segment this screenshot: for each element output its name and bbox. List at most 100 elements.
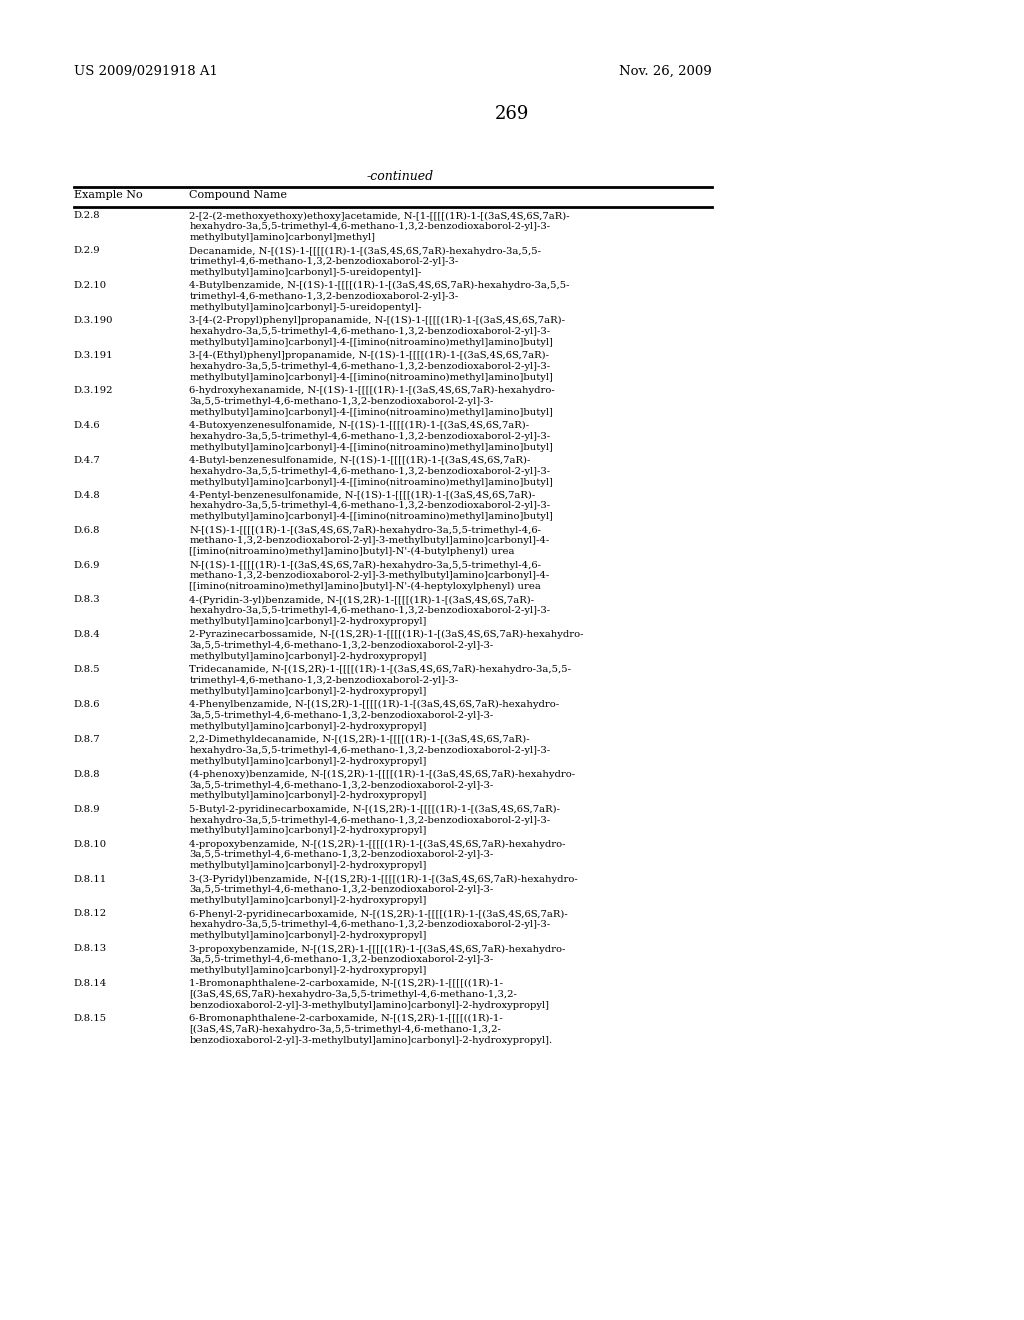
Text: 3a,5,5-trimethyl-4,6-methano-1,3,2-benzodioxaborol-2-yl]-3-: 3a,5,5-trimethyl-4,6-methano-1,3,2-benzo…: [189, 397, 494, 405]
Text: D.3.192: D.3.192: [74, 385, 114, 395]
Text: hexahydro-3a,5,5-trimethyl-4,6-methano-1,3,2-benzodioxaborol-2-yl]-3-: hexahydro-3a,5,5-trimethyl-4,6-methano-1…: [189, 327, 551, 337]
Text: methylbutyl]amino]carbonyl]-2-hydroxypropyl]: methylbutyl]amino]carbonyl]-2-hydroxypro…: [189, 896, 427, 906]
Text: 3-[4-(Ethyl)phenyl]propanamide, N-[(1S)-1-[[[[(1R)-1-[(3aS,4S,6S,7aR)-: 3-[4-(Ethyl)phenyl]propanamide, N-[(1S)-…: [189, 351, 550, 360]
Text: trimethyl-4,6-methano-1,3,2-benzodioxaborol-2-yl]-3-: trimethyl-4,6-methano-1,3,2-benzodioxabo…: [189, 676, 459, 685]
Text: 2,2-Dimethyldecanamide, N-[(1S,2R)-1-[[[[(1R)-1-[(3aS,4S,6S,7aR)-: 2,2-Dimethyldecanamide, N-[(1S,2R)-1-[[[…: [189, 735, 530, 744]
Text: hexahydro-3a,5,5-trimethyl-4,6-methano-1,3,2-benzodioxaborol-2-yl]-3-: hexahydro-3a,5,5-trimethyl-4,6-methano-1…: [189, 222, 551, 231]
Text: D.8.7: D.8.7: [74, 735, 100, 744]
Text: D.6.8: D.6.8: [74, 525, 100, 535]
Text: hexahydro-3a,5,5-trimethyl-4,6-methano-1,3,2-benzodioxaborol-2-yl]-3-: hexahydro-3a,5,5-trimethyl-4,6-methano-1…: [189, 606, 551, 615]
Text: D.8.12: D.8.12: [74, 909, 106, 919]
Text: 4-propoxybenzamide, N-[(1S,2R)-1-[[[[(1R)-1-[(3aS,4S,6S,7aR)-hexahydro-: 4-propoxybenzamide, N-[(1S,2R)-1-[[[[(1R…: [189, 840, 566, 849]
Text: 3-[4-(2-Propyl)phenyl]propanamide, N-[(1S)-1-[[[[(1R)-1-[(3aS,4S,6S,7aR)-: 3-[4-(2-Propyl)phenyl]propanamide, N-[(1…: [189, 317, 565, 325]
Text: methylbutyl]amino]carbonyl]-2-hydroxypropyl]: methylbutyl]amino]carbonyl]-2-hydroxypro…: [189, 756, 427, 766]
Text: 4-(Pyridin-3-yl)benzamide, N-[(1S,2R)-1-[[[[(1R)-1-[(3aS,4S,6S,7aR)-: 4-(Pyridin-3-yl)benzamide, N-[(1S,2R)-1-…: [189, 595, 535, 605]
Text: hexahydro-3a,5,5-trimethyl-4,6-methano-1,3,2-benzodioxaborol-2-yl]-3-: hexahydro-3a,5,5-trimethyl-4,6-methano-1…: [189, 362, 551, 371]
Text: D.8.10: D.8.10: [74, 840, 106, 849]
Text: 3-(3-Pyridyl)benzamide, N-[(1S,2R)-1-[[[[(1R)-1-[(3aS,4S,6S,7aR)-hexahydro-: 3-(3-Pyridyl)benzamide, N-[(1S,2R)-1-[[[…: [189, 875, 579, 883]
Text: methano-1,3,2-benzodioxaborol-2-yl]-3-methylbutyl]amino]carbonyl]-4-: methano-1,3,2-benzodioxaborol-2-yl]-3-me…: [189, 536, 550, 545]
Text: methylbutyl]amino]carbonyl]-2-hydroxypropyl]: methylbutyl]amino]carbonyl]-2-hydroxypro…: [189, 616, 427, 626]
Text: D.8.4: D.8.4: [74, 630, 100, 639]
Text: 5-Butyl-2-pyridinecarboxamide, N-[(1S,2R)-1-[[[[(1R)-1-[(3aS,4S,6S,7aR)-: 5-Butyl-2-pyridinecarboxamide, N-[(1S,2R…: [189, 805, 560, 814]
Text: N-[(1S)-1-[[[[(1R)-1-[(3aS,4S,6S,7aR)-hexahydro-3a,5,5-trimethyl-4,6-: N-[(1S)-1-[[[[(1R)-1-[(3aS,4S,6S,7aR)-he…: [189, 525, 542, 535]
Text: [(3aS,4S,7aR)-hexahydro-3a,5,5-trimethyl-4,6-methano-1,3,2-: [(3aS,4S,7aR)-hexahydro-3a,5,5-trimethyl…: [189, 1026, 502, 1034]
Text: 6-Bromonaphthalene-2-carboxamide, N-[(1S,2R)-1-[[[[((1R)-1-: 6-Bromonaphthalene-2-carboxamide, N-[(1S…: [189, 1014, 503, 1023]
Text: D.4.6: D.4.6: [74, 421, 100, 430]
Text: 4-Phenylbenzamide, N-[(1S,2R)-1-[[[[(1R)-1-[(3aS,4S,6S,7aR)-hexahydro-: 4-Phenylbenzamide, N-[(1S,2R)-1-[[[[(1R)…: [189, 700, 559, 709]
Text: methylbutyl]amino]carbonyl]-4-[[imino(nitroamino)methyl]amino]butyl]: methylbutyl]amino]carbonyl]-4-[[imino(ni…: [189, 338, 553, 347]
Text: D.8.8: D.8.8: [74, 770, 100, 779]
Text: methylbutyl]amino]carbonyl]-2-hydroxypropyl]: methylbutyl]amino]carbonyl]-2-hydroxypro…: [189, 652, 427, 661]
Text: D.8.9: D.8.9: [74, 805, 100, 814]
Text: benzodioxaborol-2-yl]-3-methylbutyl]amino]carbonyl]-2-hydroxypropyl]: benzodioxaborol-2-yl]-3-methylbutyl]amin…: [189, 1001, 550, 1010]
Text: methylbutyl]amino]carbonyl]-5-ureidopentyl]-: methylbutyl]amino]carbonyl]-5-ureidopent…: [189, 302, 422, 312]
Text: 6-Phenyl-2-pyridinecarboxamide, N-[(1S,2R)-1-[[[[(1R)-1-[(3aS,4S,6S,7aR)-: 6-Phenyl-2-pyridinecarboxamide, N-[(1S,2…: [189, 909, 568, 919]
Text: D.2.9: D.2.9: [74, 247, 100, 255]
Text: 269: 269: [495, 106, 529, 123]
Text: trimethyl-4,6-methano-1,3,2-benzodioxaborol-2-yl]-3-: trimethyl-4,6-methano-1,3,2-benzodioxabo…: [189, 257, 459, 267]
Text: D.3.190: D.3.190: [74, 317, 114, 325]
Text: methylbutyl]amino]carbonyl]-2-hydroxypropyl]: methylbutyl]amino]carbonyl]-2-hydroxypro…: [189, 966, 427, 975]
Text: methylbutyl]amino]carbonyl]-2-hydroxypropyl]: methylbutyl]amino]carbonyl]-2-hydroxypro…: [189, 826, 427, 836]
Text: hexahydro-3a,5,5-trimethyl-4,6-methano-1,3,2-benzodioxaborol-2-yl]-3-: hexahydro-3a,5,5-trimethyl-4,6-methano-1…: [189, 502, 551, 511]
Text: 3a,5,5-trimethyl-4,6-methano-1,3,2-benzodioxaborol-2-yl]-3-: 3a,5,5-trimethyl-4,6-methano-1,3,2-benzo…: [189, 780, 494, 789]
Text: 3a,5,5-trimethyl-4,6-methano-1,3,2-benzodioxaborol-2-yl]-3-: 3a,5,5-trimethyl-4,6-methano-1,3,2-benzo…: [189, 711, 494, 719]
Text: 3a,5,5-trimethyl-4,6-methano-1,3,2-benzodioxaborol-2-yl]-3-: 3a,5,5-trimethyl-4,6-methano-1,3,2-benzo…: [189, 956, 494, 964]
Text: 3-propoxybenzamide, N-[(1S,2R)-1-[[[[(1R)-1-[(3aS,4S,6S,7aR)-hexahydro-: 3-propoxybenzamide, N-[(1S,2R)-1-[[[[(1R…: [189, 944, 566, 953]
Text: methylbutyl]amino]carbonyl]methyl]: methylbutyl]amino]carbonyl]methyl]: [189, 234, 376, 242]
Text: 2-[2-(2-methoxyethoxy)ethoxy]acetamide, N-[1-[[[[(1R)-1-[(3aS,4S,6S,7aR)-: 2-[2-(2-methoxyethoxy)ethoxy]acetamide, …: [189, 211, 570, 220]
Text: benzodioxaborol-2-yl]-3-methylbutyl]amino]carbonyl]-2-hydroxypropyl].: benzodioxaborol-2-yl]-3-methylbutyl]amin…: [189, 1036, 553, 1045]
Text: 4-Butylbenzamide, N-[(1S)-1-[[[[(1R)-1-[(3aS,4S,6S,7aR)-hexahydro-3a,5,5-: 4-Butylbenzamide, N-[(1S)-1-[[[[(1R)-1-[…: [189, 281, 570, 290]
Text: methylbutyl]amino]carbonyl]-2-hydroxypropyl]: methylbutyl]amino]carbonyl]-2-hydroxypro…: [189, 792, 427, 800]
Text: D.8.15: D.8.15: [74, 1014, 106, 1023]
Text: 4-Pentyl-benzenesulfonamide, N-[(1S)-1-[[[[(1R)-1-[(3aS,4S,6S,7aR)-: 4-Pentyl-benzenesulfonamide, N-[(1S)-1-[…: [189, 491, 536, 500]
Text: methylbutyl]amino]carbonyl]-4-[[imino(nitroamino)methyl]amino]butyl]: methylbutyl]amino]carbonyl]-4-[[imino(ni…: [189, 512, 553, 521]
Text: methylbutyl]amino]carbonyl]-4-[[imino(nitroamino)methyl]amino]butyl]: methylbutyl]amino]carbonyl]-4-[[imino(ni…: [189, 408, 553, 417]
Text: Decanamide, N-[(1S)-1-[[[[(1R)-1-[(3aS,4S,6S,7aR)-hexahydro-3a,5,5-: Decanamide, N-[(1S)-1-[[[[(1R)-1-[(3aS,4…: [189, 247, 542, 256]
Text: N-[(1S)-1-[[[[(1R)-1-[(3aS,4S,6S,7aR)-hexahydro-3a,5,5-trimethyl-4,6-: N-[(1S)-1-[[[[(1R)-1-[(3aS,4S,6S,7aR)-he…: [189, 561, 542, 570]
Text: hexahydro-3a,5,5-trimethyl-4,6-methano-1,3,2-benzodioxaborol-2-yl]-3-: hexahydro-3a,5,5-trimethyl-4,6-methano-1…: [189, 920, 551, 929]
Text: D.2.8: D.2.8: [74, 211, 100, 220]
Text: methylbutyl]amino]carbonyl]-4-[[imino(nitroamino)methyl]amino]butyl]: methylbutyl]amino]carbonyl]-4-[[imino(ni…: [189, 478, 553, 487]
Text: hexahydro-3a,5,5-trimethyl-4,6-methano-1,3,2-benzodioxaborol-2-yl]-3-: hexahydro-3a,5,5-trimethyl-4,6-methano-1…: [189, 466, 551, 475]
Text: D.8.11: D.8.11: [74, 875, 106, 883]
Text: US 2009/0291918 A1: US 2009/0291918 A1: [74, 65, 218, 78]
Text: D.3.191: D.3.191: [74, 351, 114, 360]
Text: D.8.5: D.8.5: [74, 665, 100, 675]
Text: 3a,5,5-trimethyl-4,6-methano-1,3,2-benzodioxaborol-2-yl]-3-: 3a,5,5-trimethyl-4,6-methano-1,3,2-benzo…: [189, 642, 494, 649]
Text: 6-hydroxyhexanamide, N-[(1S)-1-[[[[(1R)-1-[(3aS,4S,6S,7aR)-hexahydro-: 6-hydroxyhexanamide, N-[(1S)-1-[[[[(1R)-…: [189, 385, 555, 395]
Text: Example No: Example No: [74, 190, 142, 201]
Text: methylbutyl]amino]carbonyl]-4-[[imino(nitroamino)methyl]amino]butyl]: methylbutyl]amino]carbonyl]-4-[[imino(ni…: [189, 372, 553, 381]
Text: hexahydro-3a,5,5-trimethyl-4,6-methano-1,3,2-benzodioxaborol-2-yl]-3-: hexahydro-3a,5,5-trimethyl-4,6-methano-1…: [189, 432, 551, 441]
Text: D.8.6: D.8.6: [74, 700, 100, 709]
Text: 1-Bromonaphthalene-2-carboxamide, N-[(1S,2R)-1-[[[[((1R)-1-: 1-Bromonaphthalene-2-carboxamide, N-[(1S…: [189, 979, 504, 989]
Text: Tridecanamide, N-[(1S,2R)-1-[[[[(1R)-1-[(3aS,4S,6S,7aR)-hexahydro-3a,5,5-: Tridecanamide, N-[(1S,2R)-1-[[[[(1R)-1-[…: [189, 665, 571, 675]
Text: D.4.7: D.4.7: [74, 455, 100, 465]
Text: D.8.14: D.8.14: [74, 979, 106, 989]
Text: methylbutyl]amino]carbonyl]-2-hydroxypropyl]: methylbutyl]amino]carbonyl]-2-hydroxypro…: [189, 686, 427, 696]
Text: -continued: -continued: [367, 170, 433, 183]
Text: 2-Pyrazinecarbossamide, N-[(1S,2R)-1-[[[[(1R)-1-[(3aS,4S,6S,7aR)-hexahydro-: 2-Pyrazinecarbossamide, N-[(1S,2R)-1-[[[…: [189, 630, 584, 639]
Text: (4-phenoxy)benzamide, N-[(1S,2R)-1-[[[[(1R)-1-[(3aS,4S,6S,7aR)-hexahydro-: (4-phenoxy)benzamide, N-[(1S,2R)-1-[[[[(…: [189, 770, 575, 779]
Text: Compound Name: Compound Name: [189, 190, 288, 201]
Text: [(3aS,4S,6S,7aR)-hexahydro-3a,5,5-trimethyl-4,6-methano-1,3,2-: [(3aS,4S,6S,7aR)-hexahydro-3a,5,5-trimet…: [189, 990, 517, 999]
Text: D.8.3: D.8.3: [74, 595, 100, 605]
Text: 4-Butoxyenzenesulfonamide, N-[(1S)-1-[[[[(1R)-1-[(3aS,4S,6S,7aR)-: 4-Butoxyenzenesulfonamide, N-[(1S)-1-[[[…: [189, 421, 529, 430]
Text: methylbutyl]amino]carbonyl]-2-hydroxypropyl]: methylbutyl]amino]carbonyl]-2-hydroxypro…: [189, 722, 427, 731]
Text: methano-1,3,2-benzodioxaborol-2-yl]-3-methylbutyl]amino]carbonyl]-4-: methano-1,3,2-benzodioxaborol-2-yl]-3-me…: [189, 572, 550, 581]
Text: 3a,5,5-trimethyl-4,6-methano-1,3,2-benzodioxaborol-2-yl]-3-: 3a,5,5-trimethyl-4,6-methano-1,3,2-benzo…: [189, 886, 494, 895]
Text: [[imino(nitroamino)methyl]amino]butyl]-N'-(4-heptyloxylphenyl) urea: [[imino(nitroamino)methyl]amino]butyl]-N…: [189, 582, 542, 591]
Text: Nov. 26, 2009: Nov. 26, 2009: [618, 65, 712, 78]
Text: methylbutyl]amino]carbonyl]-4-[[imino(nitroamino)methyl]amino]butyl]: methylbutyl]amino]carbonyl]-4-[[imino(ni…: [189, 442, 553, 451]
Text: 4-Butyl-benzenesulfonamide, N-[(1S)-1-[[[[(1R)-1-[(3aS,4S,6S,7aR)-: 4-Butyl-benzenesulfonamide, N-[(1S)-1-[[…: [189, 455, 530, 465]
Text: D.2.10: D.2.10: [74, 281, 106, 290]
Text: methylbutyl]amino]carbonyl]-2-hydroxypropyl]: methylbutyl]amino]carbonyl]-2-hydroxypro…: [189, 931, 427, 940]
Text: D.6.9: D.6.9: [74, 561, 100, 569]
Text: hexahydro-3a,5,5-trimethyl-4,6-methano-1,3,2-benzodioxaborol-2-yl]-3-: hexahydro-3a,5,5-trimethyl-4,6-methano-1…: [189, 746, 551, 755]
Text: methylbutyl]amino]carbonyl]-5-ureidopentyl]-: methylbutyl]amino]carbonyl]-5-ureidopent…: [189, 268, 422, 277]
Text: D.4.8: D.4.8: [74, 491, 100, 500]
Text: methylbutyl]amino]carbonyl]-2-hydroxypropyl]: methylbutyl]amino]carbonyl]-2-hydroxypro…: [189, 861, 427, 870]
Text: [[imino(nitroamino)methyl]amino]butyl]-N'-(4-butylphenyl) urea: [[imino(nitroamino)methyl]amino]butyl]-N…: [189, 548, 515, 556]
Text: 3a,5,5-trimethyl-4,6-methano-1,3,2-benzodioxaborol-2-yl]-3-: 3a,5,5-trimethyl-4,6-methano-1,3,2-benzo…: [189, 850, 494, 859]
Text: trimethyl-4,6-methano-1,3,2-benzodioxaborol-2-yl]-3-: trimethyl-4,6-methano-1,3,2-benzodioxabo…: [189, 292, 459, 301]
